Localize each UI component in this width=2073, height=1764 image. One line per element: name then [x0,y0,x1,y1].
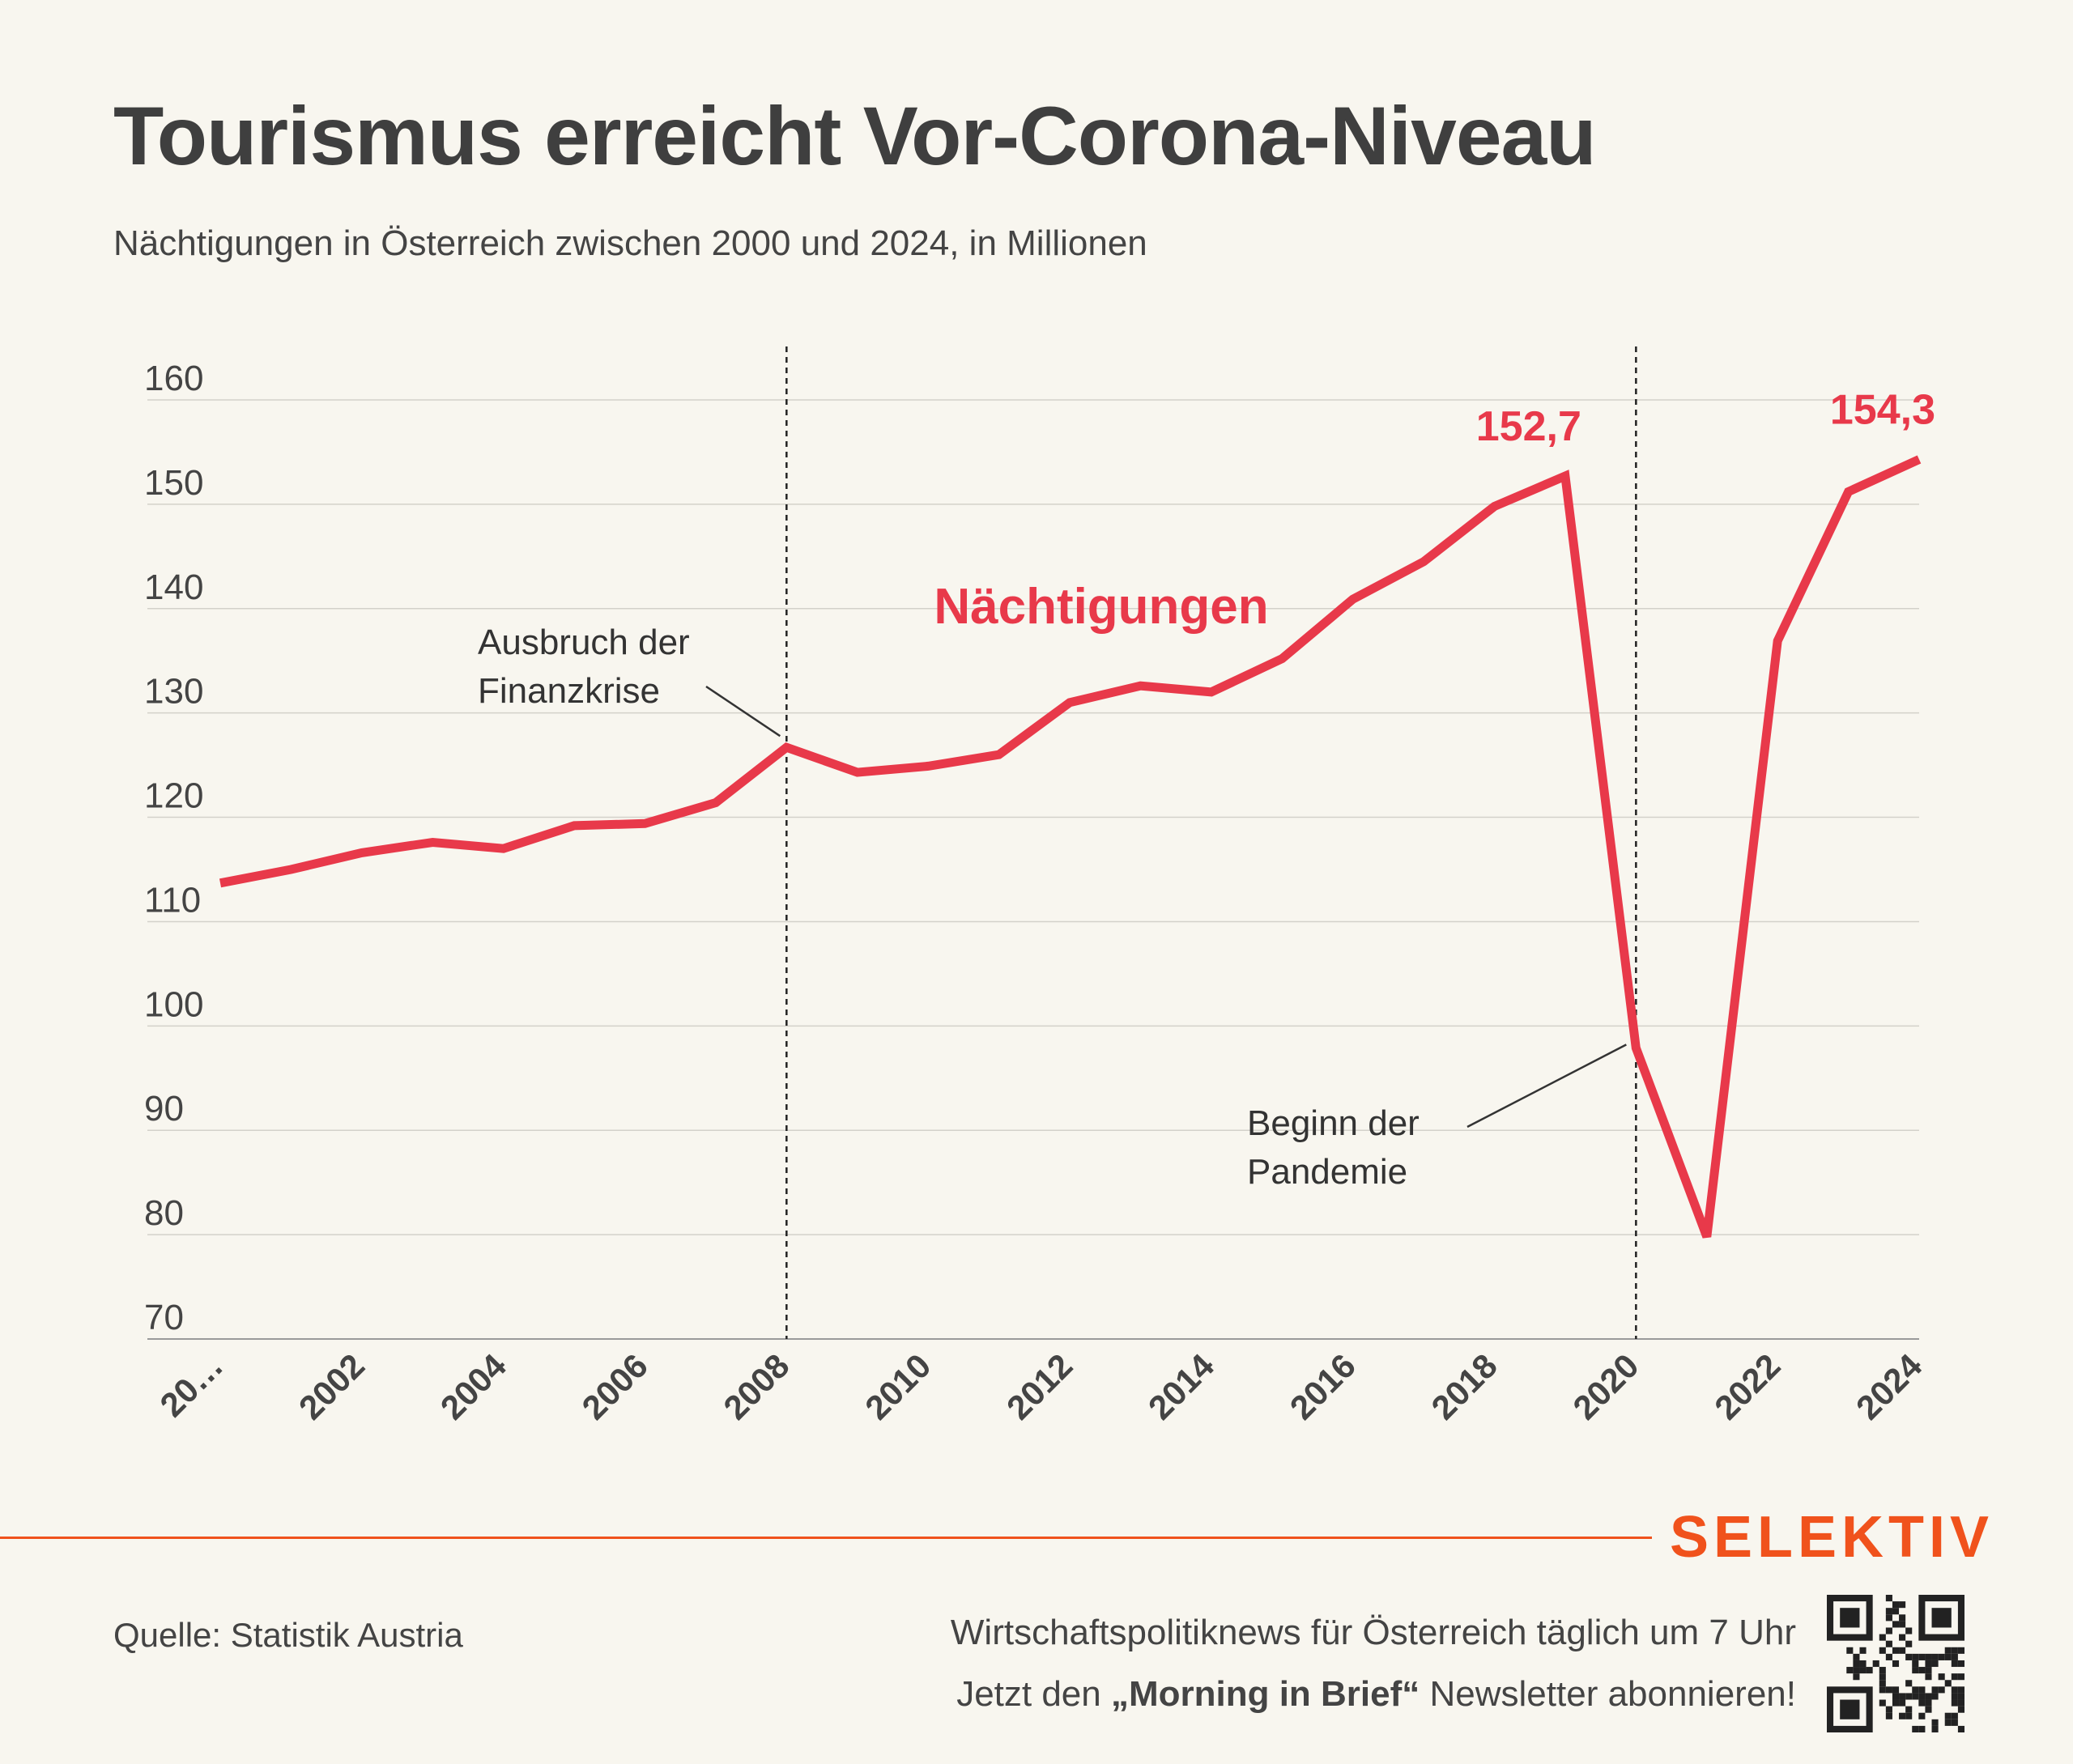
x-tick-label: 2022 [1707,1346,1787,1426]
chart-subtitle: Nächtigungen in Österreich zwischen 2000… [113,223,1147,263]
x-tick-label: 2004 [433,1346,514,1427]
series-line-naechtigungen [219,455,1922,1239]
x-tick-label: 2006 [575,1346,655,1426]
x-tick-label: 2018 [1424,1346,1505,1426]
annotation-leader [705,685,781,737]
annotation-leader [1466,1044,1627,1129]
promo-line-1: Wirtschaftspolitiknews für Österreich tä… [950,1613,1796,1652]
data-value-label: 154,3 [1830,386,1935,433]
x-tick-label: 2010 [858,1346,938,1426]
promo-line-2: Jetzt den „Morning in Brief“ Newsletter … [956,1674,1796,1715]
x-tick-label: 2002 [292,1346,372,1426]
promo-text-pre: Jetzt den [956,1674,1111,1714]
y-tick-label: 110 [144,880,201,920]
data-value-label: 152,7 [1476,403,1581,450]
x-tick-label: 2012 [999,1346,1079,1426]
x-tick-label: 20… [152,1346,230,1424]
x-tick-label: 2024 [1849,1346,1930,1427]
annotation-text: Finanzkrise [478,671,660,711]
y-tick-label: 160 [144,359,203,398]
y-tick-label: 80 [144,1193,184,1233]
x-tick-label: 2016 [1283,1346,1363,1426]
line-chart: 70 80 90 100 110 120 130 140 150 160 20… 2002 2004 20… [144,346,1935,1427]
x-tick-label: 2020 [1565,1346,1645,1426]
chart-title: Tourismus erreicht Vor-Corona-Niveau [113,90,1597,182]
annotation-text: Ausbruch der [478,623,690,662]
promo-text-post: Newsletter abonnieren! [1420,1674,1797,1714]
y-tick-label: 130 [144,672,203,712]
x-tick-label: 2014 [1141,1346,1222,1427]
y-tick-label: 120 [144,776,203,816]
brand-logo: SELEKTIV [1670,1505,1994,1570]
annotation-text: Beginn der [1247,1103,1420,1143]
y-tick-label: 90 [144,1089,184,1129]
source-note: Quelle: Statistik Austria [113,1616,463,1654]
qr-code-icon[interactable] [1827,1595,1964,1732]
newsletter-name: „Morning in Brief“ [1110,1674,1420,1714]
x-tick-label: 2008 [716,1346,796,1426]
y-tick-label: 70 [144,1298,184,1337]
footer-divider [0,1537,1652,1539]
y-tick-label: 140 [144,567,203,607]
annotation-text: Pandemie [1247,1152,1407,1192]
y-tick-label: 150 [144,463,203,503]
series-label: Nächtigungen [934,579,1268,635]
y-tick-label: 100 [144,984,203,1024]
